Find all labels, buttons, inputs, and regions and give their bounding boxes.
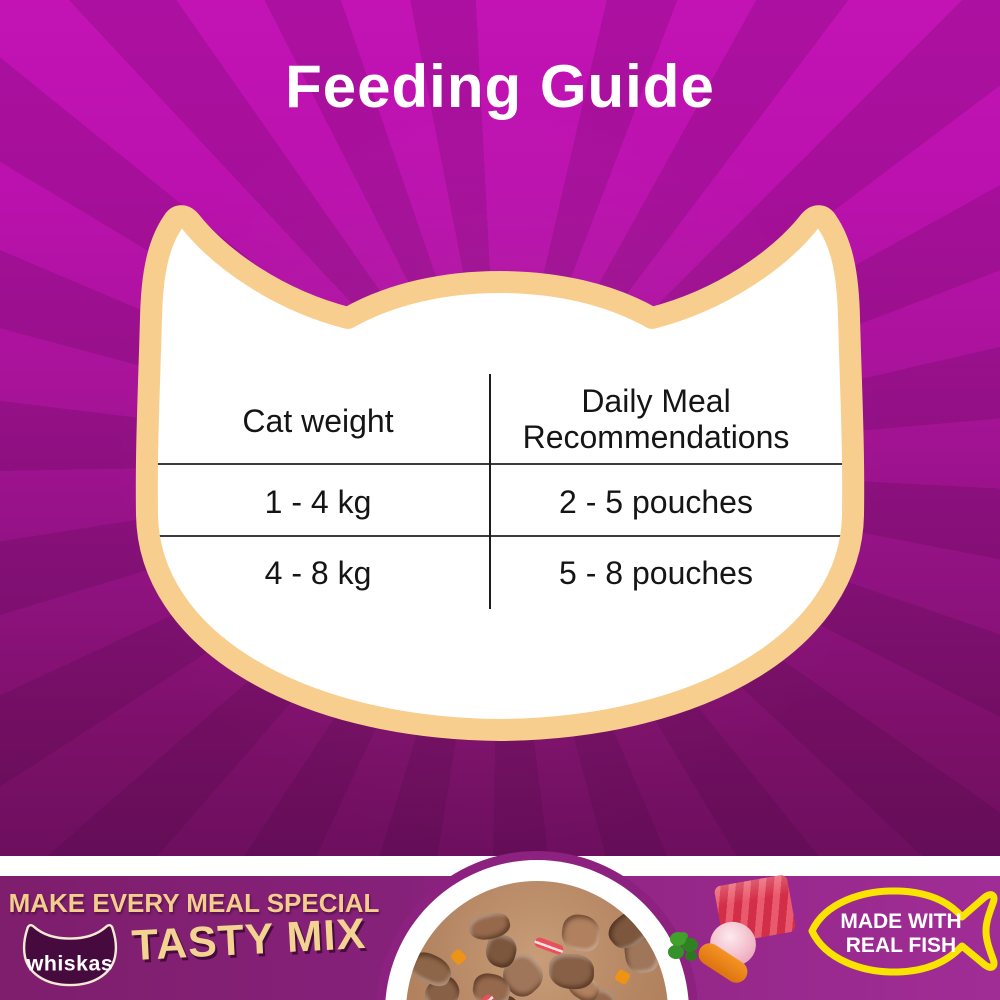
table-cell-weight-row1: 1 - 4 kg — [264, 484, 372, 520]
table-cell-weight-row2: 4 - 8 kg — [264, 555, 372, 591]
food-chunk — [406, 895, 432, 917]
table-header-daily-meal: Daily Meal Recommendations — [522, 383, 790, 455]
banner-tagline: MAKE EVERY MEAL SPECIAL — [8, 888, 380, 918]
badge-line1: MADE WITH — [840, 910, 961, 933]
whiskas-logo-cat-head-icon: whiskas — [22, 924, 118, 987]
fish-badge: MADE WITH REAL FISH — [808, 887, 998, 976]
food-bowl-photo — [385, 860, 689, 1000]
whiskas-logo-shape — [22, 924, 118, 987]
food-chunk — [548, 953, 595, 990]
table-header-cat-weight: Cat weight — [242, 403, 394, 439]
bottom-banner: MAKE EVERY MEAL SPECIAL whiskas TASTY MI… — [0, 860, 1000, 1000]
table-cell-pouches-row2: 5 - 8 pouches — [559, 555, 753, 591]
cat-head-cream-outline — [135, 205, 865, 741]
food-chunk — [559, 912, 603, 954]
carrot-cube — [613, 968, 632, 986]
parsley-image — [670, 932, 686, 946]
page-title: Feeding Guide — [285, 53, 715, 120]
fish-outline-icon — [808, 887, 998, 976]
surimi-stick — [533, 936, 565, 956]
cat-head-white-fill — [146, 216, 854, 731]
food-surface — [406, 881, 668, 1000]
carrot-cube — [449, 948, 468, 966]
main-section: Feeding Guide Cat weight Daily Meal Reco… — [0, 0, 1000, 856]
table-cell-pouches-row1: 2 - 5 pouches — [559, 484, 753, 520]
cat-head-panel-icon — [135, 205, 865, 741]
badge-line2: REAL FISH — [846, 934, 956, 957]
whiskas-logo-text: whiskas — [26, 952, 113, 976]
